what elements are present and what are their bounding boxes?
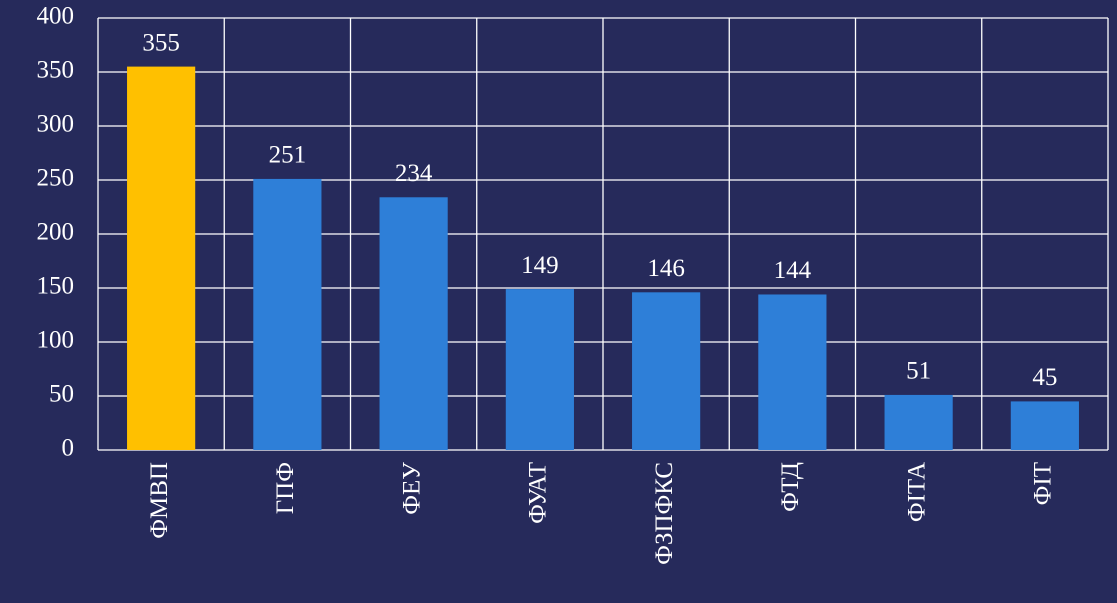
x-tick-label: ФУАТ [525,462,552,524]
x-tick-label: ФІТ [1030,462,1057,505]
bar [884,394,953,450]
x-tick-label: ГПФ [272,462,299,514]
data-label: 234 [395,160,433,187]
y-tick-label: 350 [37,57,75,84]
x-tick-label: ФМВП [146,462,173,539]
bar [379,197,448,450]
y-tick-label: 300 [37,111,75,138]
y-tick-label: 0 [62,435,75,462]
y-tick-label: 100 [37,327,75,354]
data-label: 149 [521,252,559,279]
data-label: 251 [269,142,307,169]
bar [1010,401,1079,450]
bar [632,292,701,450]
bar [253,178,322,451]
y-tick-label: 400 [37,3,75,30]
data-label: 51 [906,358,931,385]
data-label: 45 [1032,364,1057,391]
y-tick-label: 50 [49,381,74,408]
y-tick-label: 250 [37,165,75,192]
y-tick-label: 200 [37,219,75,246]
bar [127,66,196,450]
bar [505,289,574,450]
data-label: 146 [647,255,685,282]
data-label: 144 [774,257,812,284]
bar [758,294,827,450]
x-tick-label: ФЕУ [398,462,425,515]
x-tick-label: ФТД [777,462,804,512]
y-tick-label: 150 [37,273,75,300]
data-label: 355 [142,29,180,56]
x-tick-label: ФІТА [903,462,930,522]
x-tick-label: ФЗПФКС [651,462,678,565]
